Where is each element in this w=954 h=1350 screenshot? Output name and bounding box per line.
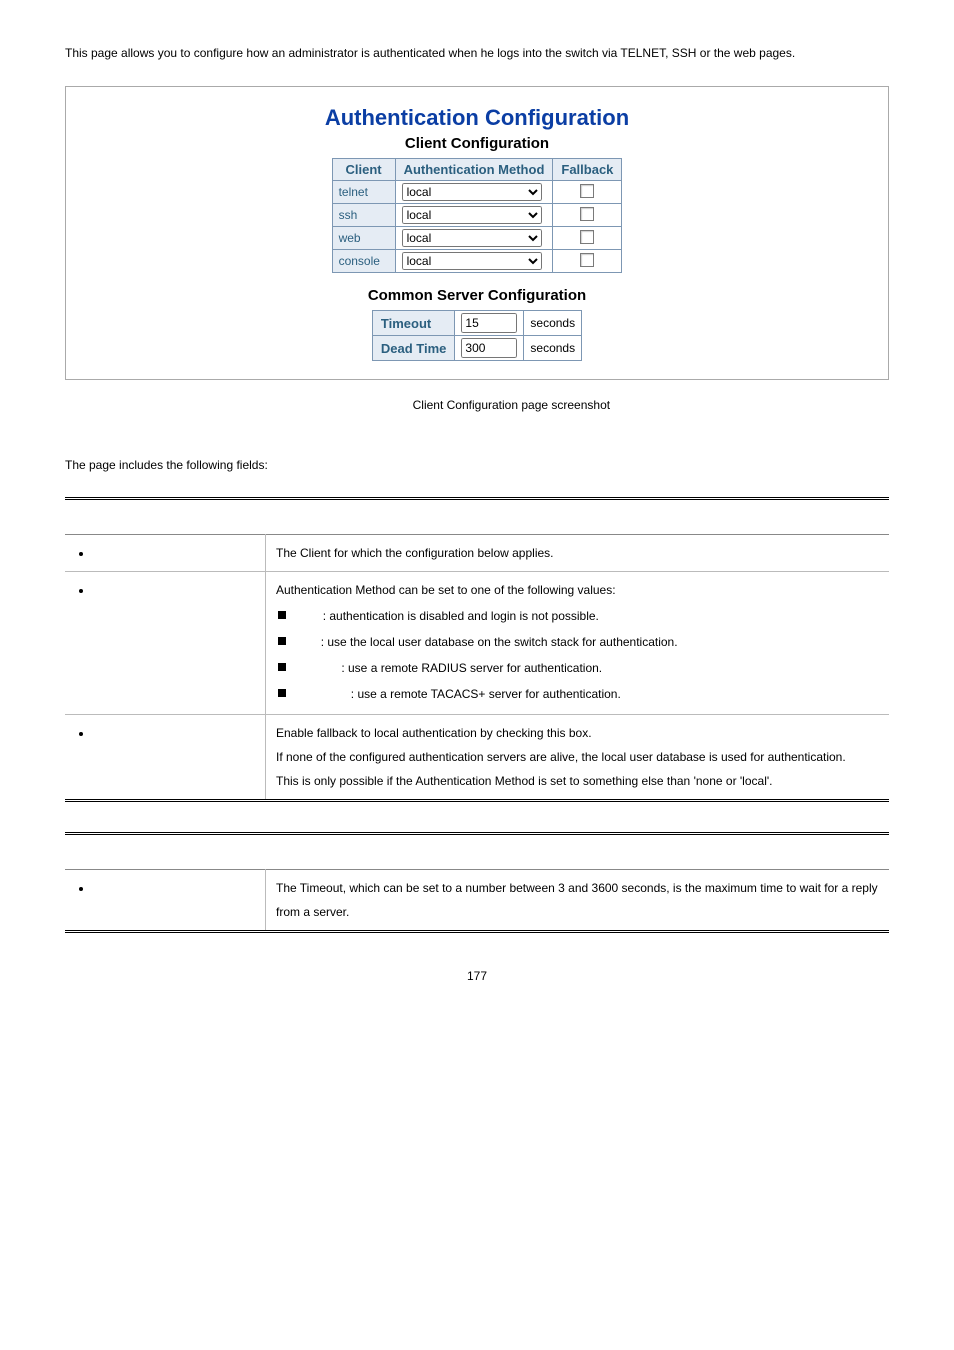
- timeout-unit: seconds: [524, 311, 582, 336]
- fallback-line2: If none of the configured authentication…: [276, 745, 879, 769]
- table-row: ssh local: [332, 204, 622, 227]
- client-config-heading: Client Configuration: [76, 135, 878, 152]
- server-config-table: Timeout seconds Dead Time seconds: [372, 310, 582, 361]
- fallback-line1: Enable fallback to local authentication …: [276, 721, 879, 745]
- auth-intro: Authentication Method can be set to one …: [276, 578, 879, 602]
- obj-fallback: Fallback: [93, 726, 138, 740]
- deadtime-label: Dead Time: [372, 336, 455, 361]
- th-auth-method: Authentication Method: [395, 159, 553, 181]
- timeout-input[interactable]: [461, 313, 517, 333]
- client-config-table: Client Authentication Method Fallback te…: [332, 158, 623, 273]
- th-object-2: Object: [75, 844, 112, 858]
- timeout-label: Timeout: [372, 311, 455, 336]
- desc-client: The Client for which the configuration b…: [266, 534, 890, 571]
- table-row: console local: [332, 250, 622, 273]
- panel-main-title: Authentication Configuration: [76, 105, 878, 131]
- obj-client: Client: [93, 546, 124, 560]
- fallback-line3: This is only possible if the Authenticat…: [276, 769, 879, 793]
- fields-table-2: Object Description Timeout The Timeout, …: [65, 832, 889, 933]
- client-name: ssh: [332, 204, 395, 227]
- fallback-checkbox-web[interactable]: [580, 230, 594, 244]
- fields-table-1: Object Description Client The Client for…: [65, 497, 889, 802]
- deadtime-input[interactable]: [461, 338, 517, 358]
- table-row: telnet local: [332, 181, 622, 204]
- client-name: telnet: [332, 181, 395, 204]
- server-config-heading: Common Server Configuration: [76, 287, 878, 304]
- fallback-checkbox-telnet[interactable]: [580, 184, 594, 198]
- fallback-checkbox-console[interactable]: [580, 253, 594, 267]
- fallback-checkbox-ssh[interactable]: [580, 207, 594, 221]
- th-object: Object: [75, 509, 112, 523]
- table-row: Client The Client for which the configur…: [65, 534, 889, 571]
- config-panel: Authentication Configuration Client Conf…: [65, 86, 889, 380]
- table-row: Fallback Enable fallback to local authen…: [65, 714, 889, 800]
- page-number: 177: [65, 963, 889, 989]
- auth-method-select-web[interactable]: local: [402, 229, 542, 247]
- auth-values-list: none: authentication is disabled and log…: [276, 604, 879, 706]
- figure-caption: Figure 4-9-1 Client Configuration page s…: [65, 398, 889, 412]
- auth-method-select-ssh[interactable]: local: [402, 206, 542, 224]
- fields-intro: The page includes the following fields:: [65, 452, 889, 478]
- th-client: Client: [332, 159, 395, 181]
- obj-auth-method: Authentication Method: [93, 583, 212, 597]
- table-row: Authentication Method Authentication Met…: [65, 571, 889, 714]
- th-description-2: Description: [276, 844, 342, 858]
- th-description: Description: [276, 509, 342, 523]
- intro-text: This page allows you to configure how an…: [65, 40, 889, 66]
- auth-method-select-console[interactable]: local: [402, 252, 542, 270]
- deadtime-unit: seconds: [524, 336, 582, 361]
- th-fallback: Fallback: [553, 159, 622, 181]
- client-name: web: [332, 227, 395, 250]
- table-row: web local: [332, 227, 622, 250]
- desc-timeout: The Timeout, which can be set to a numbe…: [266, 869, 890, 931]
- table-row: Timeout The Timeout, which can be set to…: [65, 869, 889, 931]
- obj-timeout: Timeout: [93, 881, 136, 895]
- client-name: console: [332, 250, 395, 273]
- auth-method-select-telnet[interactable]: local: [402, 183, 542, 201]
